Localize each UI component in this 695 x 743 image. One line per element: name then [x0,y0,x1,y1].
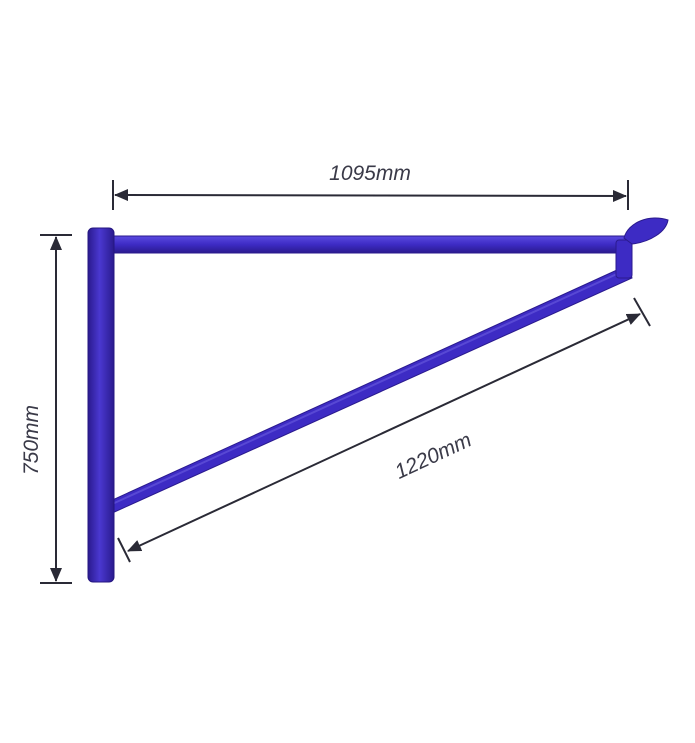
end-hook [623,217,669,245]
bracket-frame [87,217,669,583]
extension-line-diag-lower [117,537,131,563]
label-1095mm: 1095mm [329,162,411,185]
label-1220mm: 1220mm [391,428,475,483]
dimension-vertical: 750mm [20,234,72,584]
dimension-line-horizontal [114,189,627,202]
dimension-diagonal: 1220mm [117,297,651,563]
dimension-horizontal: 1095mm [112,162,629,210]
extension-line-diag-upper [633,297,651,327]
end-collar [615,239,633,279]
horizontal-arm [107,235,627,254]
vertical-post [87,227,115,583]
label-750mm: 750mm [20,405,43,475]
dimension-line-diagonal [127,313,641,552]
